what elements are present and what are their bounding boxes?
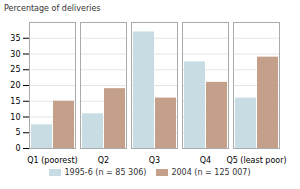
svg-text:0: 0 [15,144,20,153]
svg-text:20: 20 [10,81,20,90]
html-text:2004 (n = 125 007): 2004 (n = 125 007) [171,168,251,177]
svg-text:25: 25 [10,65,20,74]
svg-text:30: 30 [10,50,20,59]
svg-text:35: 35 [10,34,20,43]
html-text:Percentage of deliveries: Percentage of deliveries [4,4,101,13]
svg-text:Q2: Q2 [98,156,109,165]
svg-text:Q1 (poorest): Q1 (poorest) [27,156,77,165]
svg-text:15: 15 [10,97,20,106]
svg-text:5: 5 [15,128,20,137]
html-text:1995-6 (n = 85 306): 1995-6 (n = 85 306) [64,168,147,177]
svg-text:10: 10 [10,113,20,122]
svg-text:Q3: Q3 [149,156,160,165]
svg-text:Q4: Q4 [200,156,211,165]
svg-text:Q5 (least poor): Q5 (least poor) [226,156,286,165]
